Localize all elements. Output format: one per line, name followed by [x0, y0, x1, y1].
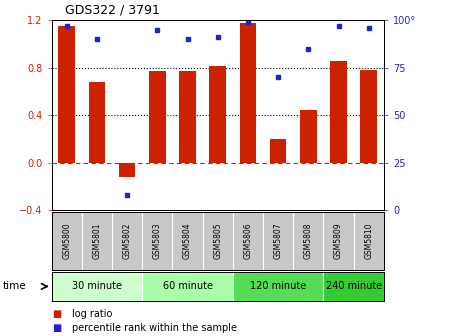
Bar [142, 272, 233, 301]
Text: GDS322 / 3791: GDS322 / 3791 [65, 4, 160, 17]
Text: GSM5805: GSM5805 [213, 223, 222, 259]
Text: GSM5809: GSM5809 [334, 223, 343, 259]
Text: GSM5802: GSM5802 [123, 223, 132, 259]
Text: log ratio: log ratio [72, 309, 112, 319]
Bar [88, 82, 105, 163]
Bar [330, 60, 347, 163]
Text: GSM5803: GSM5803 [153, 223, 162, 259]
Bar [119, 163, 136, 177]
Bar [270, 139, 286, 163]
Text: GSM5808: GSM5808 [304, 223, 313, 259]
Text: 60 minute: 60 minute [163, 282, 212, 291]
Bar [300, 110, 317, 163]
Text: GSM5800: GSM5800 [62, 223, 71, 259]
Text: GSM5810: GSM5810 [364, 223, 373, 259]
Text: 240 minute: 240 minute [326, 282, 382, 291]
Text: ■: ■ [52, 309, 61, 319]
Text: ■: ■ [52, 323, 61, 333]
Text: percentile rank within the sample: percentile rank within the sample [72, 323, 237, 333]
Text: 120 minute: 120 minute [250, 282, 306, 291]
Text: GSM5801: GSM5801 [92, 223, 101, 259]
Bar [209, 67, 226, 163]
Bar [52, 272, 142, 301]
Text: 30 minute: 30 minute [72, 282, 122, 291]
Text: GSM5806: GSM5806 [243, 223, 252, 259]
Bar [240, 23, 256, 163]
Bar [361, 70, 377, 163]
Text: time: time [2, 282, 26, 291]
Bar [323, 272, 384, 301]
Bar [149, 71, 166, 163]
Text: GSM5804: GSM5804 [183, 223, 192, 259]
Text: GSM5807: GSM5807 [274, 223, 283, 259]
Bar [179, 71, 196, 163]
Bar [233, 272, 323, 301]
Bar [58, 26, 75, 163]
